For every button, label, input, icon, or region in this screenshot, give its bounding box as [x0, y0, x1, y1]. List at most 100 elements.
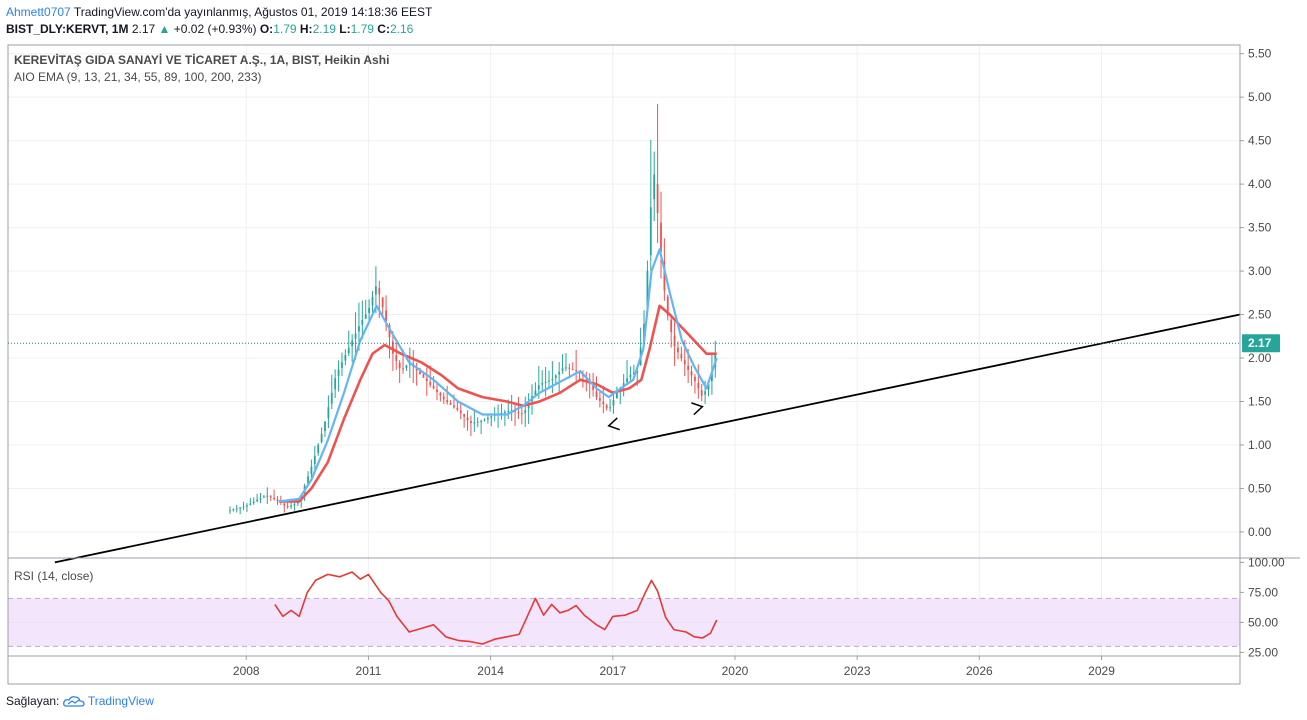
chart-canvas[interactable]: 0.00 0.50 1.00 1.50 2.00 2.50 3.00 3.50 4.00 4.50…: [0, 0, 1307, 690]
candle-body: [456, 407, 459, 410]
candle-body: [422, 374, 425, 378]
time-tick-label: 2023: [844, 664, 871, 678]
candle-body: [704, 391, 707, 395]
candle-body: [544, 381, 547, 383]
candle-body: [595, 391, 598, 398]
candle-body: [293, 503, 296, 506]
candle-body: [605, 405, 608, 409]
price-tick-label: 3.50: [1248, 221, 1272, 235]
author-link[interactable]: Ahmett0707: [6, 5, 71, 19]
last-price-value: 2.17: [131, 22, 156, 36]
low-value: 1.79: [350, 22, 374, 36]
candle-body: [395, 355, 398, 361]
symbol-label: BIST_DLY:KERVT, 1M: [6, 22, 129, 36]
candle-body: [432, 385, 435, 389]
candle-body: [263, 496, 265, 498]
candle-body: [524, 410, 527, 414]
last-price-tag: 2.17: [8, 334, 1280, 353]
candle-body: [313, 455, 316, 464]
candle-body: [235, 508, 238, 510]
candle-body: [490, 416, 493, 418]
arrow-left-icon: [607, 417, 620, 431]
candle-body: [537, 385, 540, 390]
candle-body: [568, 367, 571, 369]
candle-body: [337, 369, 340, 377]
candle-body: [711, 372, 713, 382]
candle-body: [520, 413, 523, 415]
candle-body: [249, 503, 252, 505]
price-axis[interactable]: 0.00 0.50 1.00 1.50 2.00 2.50 3.00 3.50 4.00 4.50…: [1240, 47, 1272, 539]
candle-body: [391, 341, 394, 354]
candle-body: [571, 368, 574, 370]
publish-text: TradingView.com'da yayınlanmış, Ağustos …: [73, 5, 433, 19]
price-tick-label: 3.00: [1248, 264, 1272, 278]
candle-body: [683, 359, 686, 365]
up-triangle-icon: ▲: [158, 22, 171, 36]
rsi-tick-label: 50.00: [1248, 615, 1278, 629]
candle-body: [666, 296, 669, 316]
candle-body: [466, 417, 469, 421]
candle-body: [463, 413, 466, 417]
candle-body: [632, 372, 635, 375]
trendline[interactable]: [54, 313, 1241, 564]
candle-body: [517, 411, 520, 413]
candle-body: [592, 384, 595, 390]
candle-body: [622, 383, 625, 387]
candle-body: [663, 261, 666, 291]
candle-body: [599, 398, 601, 401]
time-axis[interactable]: 2008 2011 2014 2017 2020 2023 2026 2029: [233, 656, 1115, 678]
candle-body: [252, 501, 255, 504]
rsi-tick-label: 100.00: [1248, 555, 1285, 569]
time-tick-label: 2029: [1088, 664, 1115, 678]
candle-body: [354, 333, 357, 339]
rsi-tick-label: 25.00: [1248, 645, 1278, 659]
time-tick-label: 2026: [966, 664, 993, 678]
price-tick-label: 1.00: [1248, 438, 1272, 452]
candle-body: [687, 365, 690, 370]
candle-body: [541, 383, 544, 385]
candle-body: [470, 421, 472, 424]
chart-title: KEREVİTAŞ GIDA SANAYİ VE TİCARET A.Ş., 1…: [14, 52, 389, 67]
candle-body: [677, 347, 679, 353]
indicator-label: AIO EMA (9, 13, 21, 34, 55, 89, 100, 200…: [14, 70, 262, 84]
candle-body: [656, 184, 659, 214]
candle-body: [649, 207, 652, 256]
provider-brand-link[interactable]: TradingView: [87, 694, 154, 708]
low-label: L:: [339, 22, 351, 36]
candle-body: [242, 506, 245, 508]
candle-body: [459, 410, 462, 414]
candle-body: [449, 403, 452, 405]
trendline-segment: [54, 313, 1241, 564]
time-tick-label: 2017: [599, 664, 626, 678]
candle-body: [327, 407, 330, 419]
candle-body: [256, 499, 259, 502]
provider-label: Sağlayan:: [6, 694, 60, 708]
candle-body: [368, 308, 371, 313]
candle-body: [561, 368, 564, 371]
candle-body: [388, 325, 391, 338]
candle-body: [612, 400, 615, 406]
candles: [229, 103, 717, 515]
candle-body: [229, 510, 231, 512]
candle-body: [548, 380, 550, 382]
price-tick-label: 5.00: [1248, 90, 1272, 104]
candle-body: [341, 362, 343, 368]
open-label: O:: [259, 22, 274, 36]
candle-body: [239, 507, 242, 509]
candle-body: [615, 392, 618, 399]
candle-body: [324, 421, 326, 432]
close-value: 2.16: [389, 22, 414, 36]
candle-body: [700, 390, 703, 396]
candle-body: [670, 319, 673, 332]
high-label: H:: [299, 22, 313, 36]
candle-body: [446, 400, 449, 403]
candle-body: [476, 421, 479, 423]
rsi-axis[interactable]: 25.00 50.00 75.00 100.00: [1240, 555, 1285, 659]
candle-body: [453, 405, 455, 408]
ema-lines: [278, 248, 718, 503]
candle-body: [232, 509, 235, 511]
candle-body: [351, 340, 354, 347]
high-value: 2.19: [312, 22, 336, 36]
candle-body: [551, 379, 554, 381]
candle-body: [653, 174, 656, 200]
